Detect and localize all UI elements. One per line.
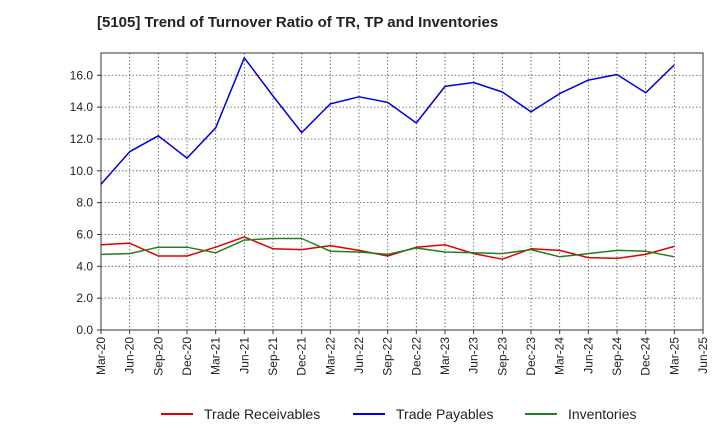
chart-title: [5105] Trend of Turnover Ratio of TR, TP… [97,14,499,31]
grid-lines [100,53,704,331]
x-tick-label: Mar-21 [209,337,223,375]
y-tick-label: 0.0 [76,323,93,337]
y-tick-label: 12.0 [70,132,94,146]
x-tick-label: Jun-20 [123,337,137,374]
y-tick-label: 8.0 [76,196,93,210]
y-tick-label: 6.0 [76,227,93,241]
x-tick-label: Sep-23 [495,337,509,376]
y-tick-label: 10.0 [70,164,94,178]
x-tick-label: Mar-23 [438,337,452,375]
axes: Mar-20 Jun-20 Sep-20 Dec-20 Mar-21 Jun-21 Sep-… [70,52,710,376]
x-tick-label: Sep-22 [381,337,395,376]
x-tick-label: Dec-22 [409,337,423,376]
plot-frame [100,52,704,331]
x-tick-label: Sep-24 [610,337,624,376]
series-line-trade-receivables [100,236,675,260]
x-tick-label: Dec-24 [639,337,653,376]
x-tick-label: Sep-21 [266,337,280,376]
x-tick-label: Jun-24 [581,337,595,374]
x-tick-label: Dec-21 [295,337,309,376]
x-tick-label: Mar-25 [667,337,681,375]
x-tick-label: Jun-23 [467,337,481,374]
legend-label-trade-receivables: Trade Receivables [204,406,320,422]
y-tick-label: 14.0 [70,100,94,114]
legend-label-inventories: Inventories [568,406,636,422]
series-lines [100,57,675,260]
x-tick-label: Dec-23 [524,337,538,376]
plot-area [101,53,703,330]
x-tick-label: Sep-20 [151,337,165,376]
x-tick-label: Mar-24 [553,337,567,375]
series-line-inventories [100,237,675,258]
legend-label-trade-payables: Trade Payables [396,406,494,422]
x-tick-label: Mar-20 [94,337,108,375]
x-tick-label: Jun-22 [352,337,366,374]
x-tick-label: Jun-25 [696,337,710,374]
y-tick-label: 2.0 [76,291,93,305]
y-tick-label: 16.0 [70,68,94,82]
series-line-trade-payables [100,57,675,185]
x-tick-label: Mar-22 [323,337,337,375]
x-tick-label: Dec-20 [180,337,194,376]
y-tick-label: 4.0 [76,259,93,273]
x-tick-label: Jun-21 [237,337,251,374]
legend: Trade Receivables Trade Payables Inventori… [161,406,636,422]
